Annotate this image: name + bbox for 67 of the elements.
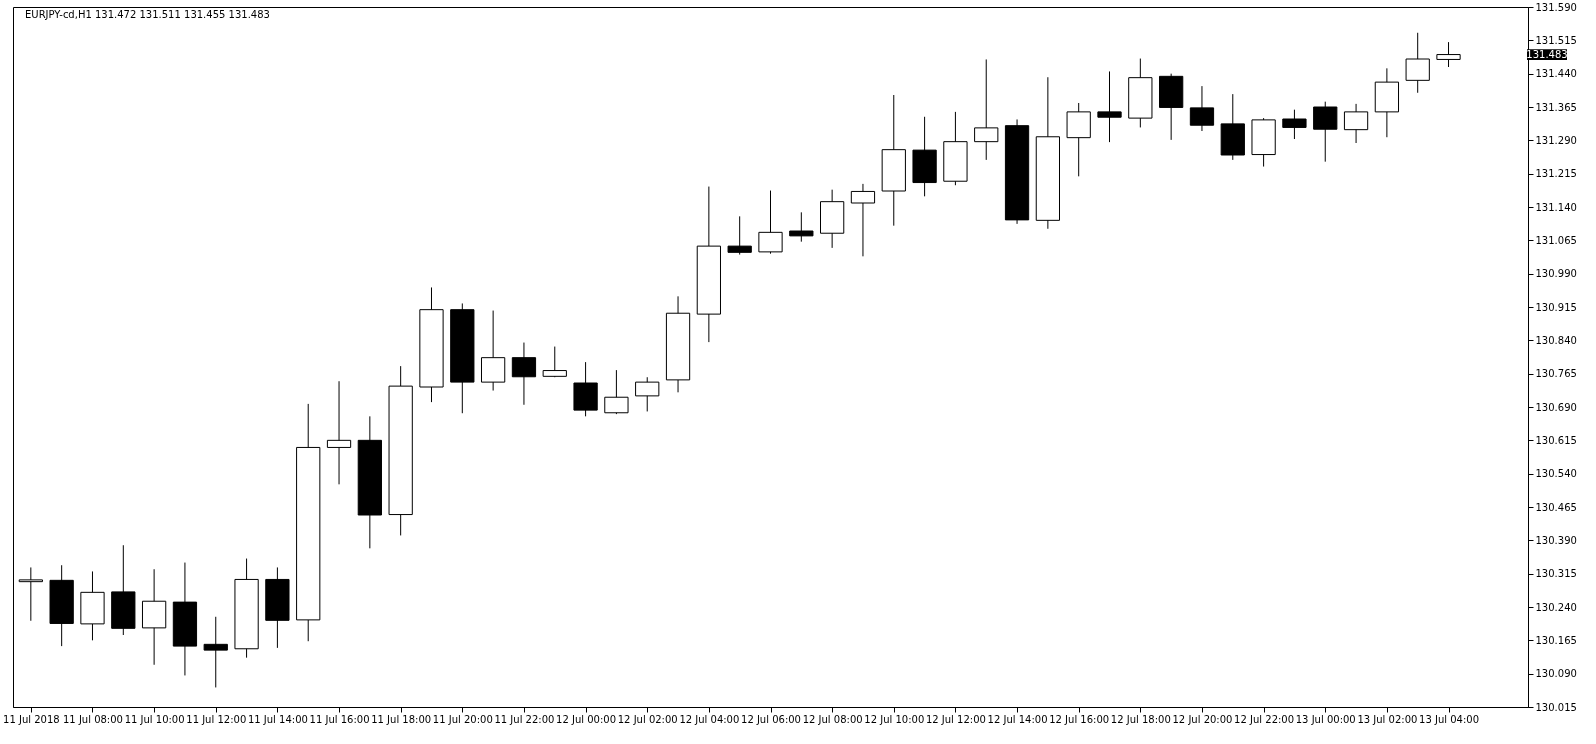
- x-tick-label: 11 Jul 14:00: [247, 713, 308, 725]
- x-tick-label: 12 Jul 10:00: [864, 713, 925, 725]
- candlestick: [850, 183, 876, 257]
- x-tick-label: 12 Jul 16:00: [1049, 713, 1110, 725]
- candlestick: [727, 215, 752, 256]
- candlestick: [974, 58, 999, 161]
- candlestick: [604, 369, 629, 415]
- y-tick-label: 130.765: [1535, 368, 1577, 380]
- candlestick: [635, 376, 660, 412]
- chart-title: EURJPY-cd,H1 131.472 131.511 131.455 131.483: [25, 9, 270, 20]
- y-tick-label: 130.465: [1535, 501, 1577, 513]
- candlestick: [1405, 32, 1430, 94]
- x-tick-label: 11 Jul 22:00: [494, 713, 555, 725]
- candlestick: [18, 566, 43, 622]
- y-tick-label: 131.515: [1535, 34, 1577, 46]
- candlestick: [1343, 103, 1369, 144]
- y-tick-label: 130.165: [1535, 634, 1577, 646]
- y-tick-label: 130.540: [1535, 468, 1577, 480]
- x-tick-label: 11 Jul 20:00: [432, 713, 493, 725]
- x-tick-label: 11 Jul 16:00: [309, 713, 370, 725]
- candlestick: [1189, 85, 1215, 132]
- x-tick-label: 12 Jul 12:00: [925, 713, 986, 725]
- candlestick: [542, 346, 567, 378]
- candlestick: [1313, 101, 1338, 163]
- y-tick-label: 130.390: [1535, 534, 1577, 546]
- x-tick-label: 12 Jul 22:00: [1234, 713, 1295, 725]
- x-tick-label: 11 Jul 12:00: [186, 713, 247, 725]
- x-tick-label: 11 Jul 08:00: [63, 713, 123, 725]
- x-tick-label: 12 Jul 02:00: [617, 713, 678, 725]
- y-tick-label: 130.990: [1535, 268, 1577, 280]
- y-tick-label: 130.690: [1535, 401, 1577, 413]
- y-tick-label: 130.315: [1535, 568, 1577, 580]
- y-tick-label: 131.590: [1535, 1, 1577, 13]
- candlestick: [758, 190, 783, 255]
- y-tick-label: 131.065: [1535, 234, 1577, 246]
- y-tick-label: 130.015: [1535, 701, 1577, 713]
- x-tick-label: 12 Jul 20:00: [1172, 713, 1233, 725]
- x-tick-label: 13 Jul 00:00: [1295, 713, 1356, 725]
- y-tick-label: 130.090: [1535, 668, 1577, 680]
- x-tick-label: 12 Jul 14:00: [987, 713, 1048, 725]
- x-tick-label: 12 Jul 08:00: [802, 713, 863, 725]
- x-tick-label: 13 Jul 02:00: [1357, 713, 1418, 725]
- x-tick-label: 12 Jul 18:00: [1110, 713, 1171, 725]
- x-tick-label: 11 Jul 10:00: [124, 713, 185, 725]
- x-tick-label: 12 Jul 00:00: [556, 713, 617, 725]
- y-tick-label: 130.915: [1535, 301, 1577, 313]
- y-tick-label: 131.140: [1535, 201, 1577, 213]
- y-tick-label: 131.440: [1535, 68, 1577, 80]
- candlestick: [203, 616, 228, 688]
- candlestick: [1436, 41, 1461, 68]
- y-tick-label: 131.290: [1535, 134, 1577, 146]
- candlestick: [1097, 70, 1122, 143]
- y-tick-label: 130.615: [1535, 434, 1577, 446]
- candlestick: [1282, 109, 1307, 140]
- candlestick: [326, 380, 352, 485]
- x-tick-label: 11 Jul 2018: [3, 713, 60, 725]
- x-tick-label: 13 Jul 04:00: [1419, 713, 1479, 725]
- y-tick-label: 130.240: [1535, 601, 1577, 613]
- text: 131.483: [1526, 48, 1568, 60]
- y-tick-label: 130.840: [1535, 334, 1577, 346]
- x-tick-label: 12 Jul 04:00: [679, 713, 740, 725]
- x-tick-label: 12 Jul 06:00: [741, 713, 801, 725]
- y-tick-label: 131.215: [1535, 168, 1577, 180]
- x-tick-label: 11 Jul 18:00: [371, 713, 432, 725]
- candlestick: [789, 211, 814, 243]
- candlestick: [511, 342, 537, 406]
- y-tick-label: 131.365: [1535, 101, 1577, 113]
